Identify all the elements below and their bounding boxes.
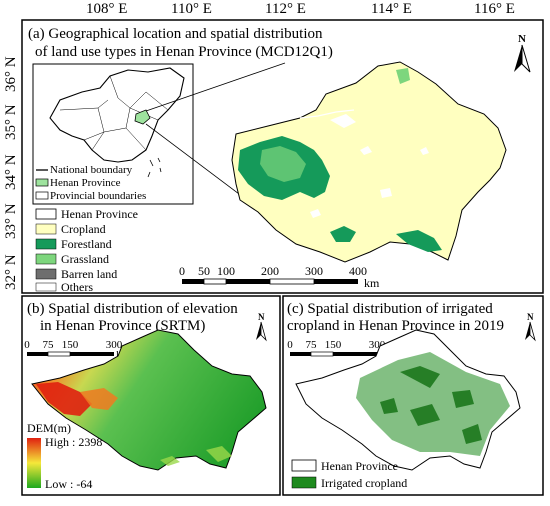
north-arrow-b-icon: N <box>256 312 267 342</box>
north-arrow-icon: N <box>514 33 531 73</box>
henan-irrigation-map <box>295 329 521 471</box>
irrigation-legend: Henan Province Irrigated cropland <box>291 459 407 490</box>
legend-henan-province: Henan Province <box>61 207 138 221</box>
provincial-boundaries-symbol <box>35 191 49 200</box>
forestland-southeast <box>396 230 442 252</box>
legend-swatch-forestland <box>35 238 57 250</box>
panel-a-title-line1: (a) Geographical location and spatial di… <box>28 26 323 42</box>
north-arrow-c-icon: N <box>525 312 536 342</box>
scale-bar-a: 0 50 100 200 300 400 km <box>179 264 380 290</box>
panel-c: (c) Spatial distribution of irrigated cr… <box>282 295 544 496</box>
scale-a-tick-100: 100 <box>217 264 235 278</box>
panel-c-frame <box>282 295 544 496</box>
legend-irrigated-cropland: Irrigated cropland <box>321 476 407 490</box>
scale-a-unit: km <box>364 276 380 290</box>
lon-tick-116: 116° E <box>474 1 515 17</box>
lon-tick-114: 114° E <box>371 1 412 17</box>
dem-legend-title: DEM(m) <box>27 421 71 435</box>
dem-high-west <box>36 382 92 416</box>
north-label-b: N <box>258 312 265 322</box>
landuse-legend: Henan Province Cropland Forestland Grass… <box>35 207 138 294</box>
scale-b-tick-75: 75 <box>43 339 55 351</box>
dem-surface <box>31 329 267 471</box>
river-yellow <box>299 109 355 119</box>
scale-b-tick-300: 300 <box>106 339 123 351</box>
china-outline <box>49 67 185 163</box>
henan-dem-map <box>31 329 267 471</box>
north-label: N <box>518 33 526 45</box>
legend-swatch-cropland <box>35 223 57 235</box>
grassland-west <box>260 146 306 182</box>
dem-legend: DEM(m) High : 2398 Low : -64 <box>27 421 102 491</box>
henan-inset-highlight <box>134 109 151 125</box>
legend-grassland: Grassland <box>61 252 109 266</box>
legend-swatch-irrigated <box>291 476 317 489</box>
panel-a-title-line2: of land use types in Henan Province (MCD… <box>35 44 333 60</box>
henan-landuse-map <box>231 61 507 263</box>
scale-a-tick-50: 50 <box>198 264 210 278</box>
legend-swatch-grassland <box>35 253 57 265</box>
legend-provincial-boundaries: Provincial boundaries <box>50 190 146 202</box>
scale-c-tick-75: 75 <box>306 339 318 351</box>
lat-tick-32: 32° N <box>3 254 19 290</box>
henan-cropland-area <box>231 61 507 263</box>
legend-others: Others <box>61 280 93 294</box>
scale-c-tick-0: 0 <box>287 339 293 351</box>
forestland-south <box>330 226 356 242</box>
legend-swatch-henan-c <box>291 459 317 472</box>
lat-tick-35: 35° N <box>3 104 19 140</box>
lon-tick-108: 108° E <box>86 1 127 17</box>
scale-a-tick-200: 200 <box>261 264 279 278</box>
legend-swatch-barren <box>35 268 57 280</box>
lat-tick-34: 34° N <box>3 154 19 190</box>
panel-b: (b) Spatial distribution of elevation in… <box>21 295 281 496</box>
scale-a-tick-400: 400 <box>349 264 367 278</box>
panel-b-title-line2: in Henan Province (SRTM) <box>40 318 205 334</box>
scale-a-tick-0: 0 <box>179 264 185 278</box>
china-inset-map: National boundary Henan Province Provinc… <box>32 63 194 205</box>
legend-forestland: Forestland <box>61 237 112 251</box>
legend-national-boundary: National boundary <box>50 164 133 176</box>
legend-henan-province-inset: Henan Province <box>50 177 121 189</box>
panel-c-title-line2: cropland in Henan Province in 2019 <box>287 318 504 334</box>
legend-henan-province-c: Henan Province <box>321 459 398 473</box>
north-label-c: N <box>527 312 534 322</box>
lat-tick-36: 36° N <box>3 56 19 92</box>
dem-legend-high: High : 2398 <box>45 435 102 449</box>
legend-cropland: Cropland <box>61 222 106 236</box>
lat-tick-33: 33° N <box>3 203 19 239</box>
panel-b-title-line1: (b) Spatial distribution of elevation <box>27 301 238 317</box>
zoom-line-upper <box>145 62 286 112</box>
panel-b-frame <box>21 295 281 496</box>
provincial-boundaries <box>59 75 169 151</box>
legend-swatch-henan <box>35 208 57 220</box>
panel-a: 108° E 110° E 112° E 114° E 116° E 36° N… <box>3 1 544 294</box>
henan-province-symbol <box>35 178 49 187</box>
grassland-north <box>396 68 410 84</box>
south-sea-islands <box>147 157 162 178</box>
dem-hills-south <box>160 446 232 466</box>
lon-tick-112: 112° E <box>265 1 306 17</box>
legend-barren-land: Barren land <box>61 267 117 281</box>
panel-c-title-line1: (c) Spatial distribution of irrigated <box>287 301 493 317</box>
panel-a-frame <box>21 19 544 294</box>
legend-swatch-others <box>35 282 57 292</box>
dem-mid-west <box>80 388 118 410</box>
scale-c-tick-150: 150 <box>325 339 342 351</box>
lon-tick-110: 110° E <box>171 1 212 17</box>
irrigated-cropland-dense <box>380 366 482 444</box>
scale-b-tick-0: 0 <box>24 339 30 351</box>
scale-b-tick-150: 150 <box>62 339 79 351</box>
scale-a-tick-300: 300 <box>305 264 323 278</box>
dem-color-ramp <box>27 438 41 488</box>
dem-legend-low: Low : -64 <box>45 477 92 491</box>
